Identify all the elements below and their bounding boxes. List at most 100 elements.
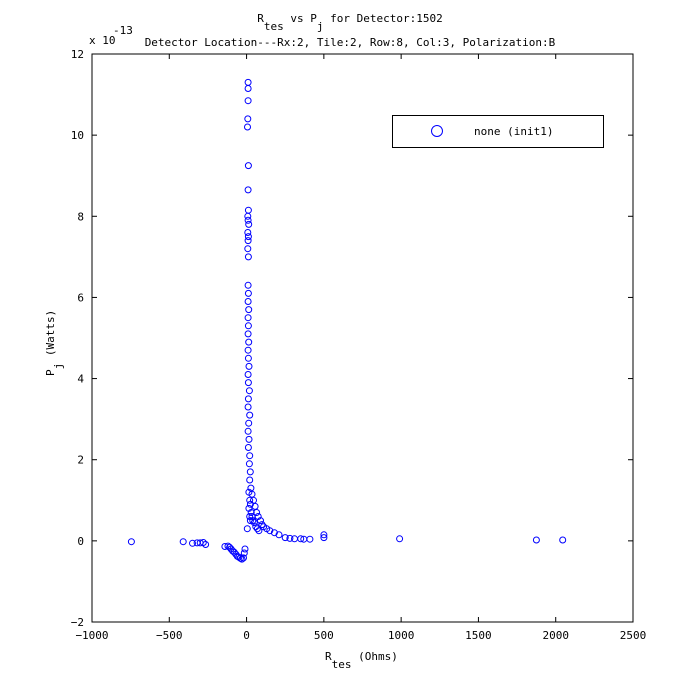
data-point (244, 322, 252, 330)
x-tick-label: 1000 (388, 629, 415, 642)
data-point (396, 535, 404, 543)
data-point (244, 97, 252, 105)
data-point (246, 500, 254, 508)
data-point (244, 206, 252, 214)
data-point (244, 78, 252, 86)
data-point (246, 476, 254, 484)
y-axis-label-main: P (44, 369, 57, 376)
x-tick-label: 0 (243, 629, 250, 642)
data-point (244, 233, 252, 241)
data-point (244, 379, 252, 387)
x-tick-label: 2000 (542, 629, 569, 642)
y-axis-label-rest: (Watts) (44, 309, 57, 363)
axis-ticks (91, 53, 634, 623)
x-tick-label: −1000 (75, 629, 108, 642)
data-point (281, 534, 289, 542)
data-point (245, 435, 253, 443)
data-point (244, 229, 252, 236)
data-point (244, 314, 252, 322)
data-point (306, 535, 314, 543)
title-var2-subscript: j (316, 20, 324, 33)
data-point (245, 306, 253, 314)
data-point (244, 216, 252, 224)
data-point (253, 509, 261, 516)
data-point (179, 538, 187, 546)
data-point (246, 517, 254, 525)
title-end: for Detector:1502 (323, 12, 443, 25)
data-point (221, 543, 229, 550)
data-point (244, 330, 252, 338)
data-point (246, 452, 254, 460)
data-point (127, 538, 135, 546)
y-tick-label: 0 (77, 535, 84, 548)
data-point (244, 403, 252, 411)
legend-marker-circle-icon (431, 125, 443, 137)
data-point (245, 362, 253, 370)
y-tick-label: 2 (77, 454, 84, 467)
data-point (244, 346, 252, 354)
data-point (244, 354, 252, 362)
data-point (199, 539, 207, 546)
x-axis-label: Rtes (Ohms) (325, 650, 398, 671)
data-point (245, 504, 253, 512)
data-point (244, 253, 252, 261)
y-tick-label: 4 (77, 373, 84, 386)
chart-title-line2: Detector Location---Rx:2, Tile:2, Row:8,… (144, 36, 556, 49)
data-point (245, 387, 253, 395)
data-point (244, 281, 252, 289)
data-point (244, 212, 252, 220)
x-axis-label-rest: (Ohms) (351, 650, 398, 663)
y-axis-label: Pj (Watts) (44, 309, 65, 376)
data-point (244, 186, 252, 194)
data-point (275, 531, 283, 539)
data-point (244, 427, 252, 435)
y-tick-label: 6 (77, 291, 84, 304)
data-point (246, 513, 254, 520)
data-point (250, 519, 258, 527)
data-point (257, 517, 264, 525)
title-var1: R (257, 12, 264, 25)
y-tick-label: 12 (71, 48, 84, 61)
data-point (245, 488, 253, 496)
data-point (244, 85, 252, 92)
data-point (244, 371, 252, 378)
data-point (245, 220, 253, 228)
data-point (202, 541, 210, 548)
data-point (246, 411, 254, 419)
data-point (189, 539, 196, 547)
data-point (245, 338, 253, 346)
data-point (244, 123, 251, 131)
x-tick-label: −500 (156, 629, 183, 642)
title-mid: vs P (283, 12, 317, 25)
data-point (246, 468, 254, 476)
y-tick-label: 10 (71, 129, 84, 142)
legend: none (init1) (392, 115, 604, 148)
data-point (244, 115, 252, 123)
y-exponent: x 10 (89, 34, 116, 47)
data-point (266, 527, 274, 535)
data-point (244, 444, 252, 451)
y-tick-label: −2 (71, 616, 84, 629)
data-point (246, 496, 254, 504)
data-point (248, 513, 256, 520)
data-point (240, 554, 247, 562)
axis-tick-labels: −1000 −500 0 500 1000 1500 2000 2500 −2 0 2 4 6 8 10 12 (71, 48, 647, 642)
data-point (255, 527, 263, 535)
data-point (244, 162, 252, 170)
y-axis-label-subscript: j (52, 362, 65, 370)
data-point (244, 298, 252, 305)
x-tick-label: 500 (314, 629, 334, 642)
x-axis-label-subscript: tes (331, 658, 352, 671)
x-axis-label-main: R (325, 650, 332, 663)
data-point (244, 237, 252, 245)
y-tick-label: 8 (77, 210, 84, 223)
data-point (245, 419, 253, 427)
data-point (320, 534, 328, 542)
x-tick-label: 1500 (465, 629, 492, 642)
legend-entry-label: none (init1) (474, 125, 554, 138)
data-point (247, 509, 255, 516)
data-point (244, 395, 252, 403)
data-point (253, 525, 261, 533)
data-point (286, 534, 294, 542)
